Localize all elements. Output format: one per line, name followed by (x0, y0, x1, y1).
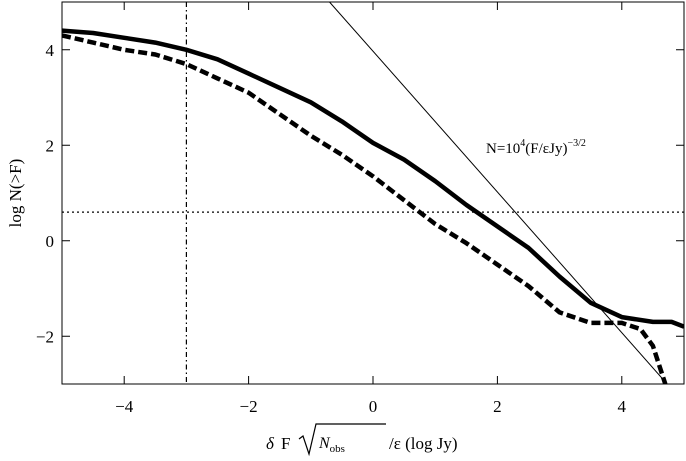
x-axis-title: δ F Nobs /ε (log Jy) (266, 423, 458, 457)
annotation-base: N=10 (486, 141, 520, 157)
dashed-curve (62, 33, 668, 384)
y-tick-label: 0 (46, 232, 55, 251)
annotation-middle: (F/εJy) (525, 141, 567, 157)
nobs-base: N (318, 435, 331, 452)
x-tick-label: −4 (115, 397, 134, 416)
x-tick-label: 2 (493, 397, 502, 416)
plot-frame (61, 1, 685, 385)
power-law-line (329, 2, 668, 384)
x-title-nobs: Nobs (318, 435, 345, 455)
x-title-rest: /ε (log Jy) (389, 434, 458, 453)
x-tick-label: 0 (369, 397, 378, 416)
y-tick-label: 4 (46, 41, 55, 60)
x-tick-label: −2 (240, 397, 258, 416)
power-law-annotation: N=104(F/εJy)−3/2 (486, 138, 586, 157)
ticks-layer: −4 −2 0 2 4 −2 0 2 4 (36, 2, 684, 416)
y-tick-label: −2 (36, 327, 54, 346)
reference-lines (62, 2, 684, 384)
y-axis-title: log N(>F) (6, 159, 25, 228)
annotation-power: 4 (520, 138, 525, 149)
annotation-exponent: −3/2 (567, 138, 585, 149)
nobs-subscript: obs (330, 443, 345, 455)
sqrt-sign (298, 423, 386, 457)
y-tick-label: 2 (46, 136, 55, 155)
solid-curve (62, 28, 684, 329)
series-lines (62, 2, 684, 384)
x-title-delta: δ (266, 434, 275, 453)
x-title-flux: F (281, 434, 290, 453)
x-tick-label: 4 (618, 397, 627, 416)
